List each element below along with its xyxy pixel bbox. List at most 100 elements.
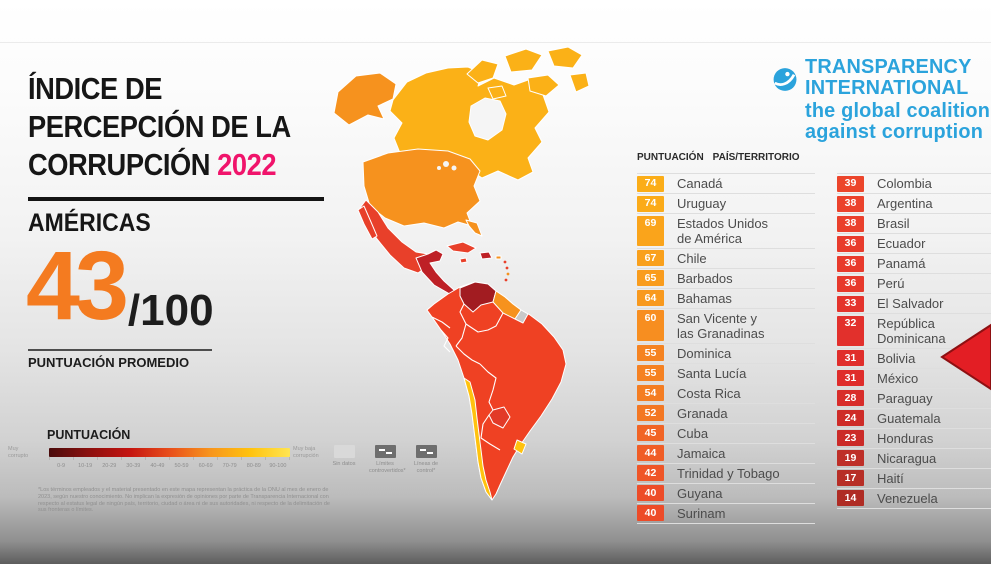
score-chip: 14 [837, 490, 864, 507]
score-chip: 36 [837, 255, 864, 272]
score-caption: PUNTUACIÓN PROMEDIO [28, 355, 190, 370]
country-name: Panamá [877, 256, 926, 271]
score-chip: 31 [837, 350, 864, 367]
map-alaska [333, 72, 397, 126]
legend-title: PUNTUACIÓN [47, 428, 131, 442]
title-divider [28, 197, 324, 201]
score-chip: 64 [637, 290, 664, 307]
score-chip: 36 [837, 235, 864, 252]
swatch-label: Sin datos [332, 461, 356, 467]
country-row: 19 Nicaragua [837, 449, 991, 469]
score-chip: 24 [837, 410, 864, 427]
score-gradient-bar [49, 448, 290, 457]
country-row: 52 Granada [637, 404, 815, 424]
score-chip: 55 [637, 365, 664, 382]
legend-swatches: Sin datos Límites controvertidos* Líneas… [328, 445, 442, 474]
tick-label: 40-49 [150, 463, 165, 469]
legend-swatch: Líneas de control* [410, 445, 442, 474]
map-baja-california [357, 205, 378, 240]
logo-line-1: TRANSPARENCY [805, 55, 972, 78]
country-name: Ecuador [877, 236, 926, 251]
country-name: El Salvador [877, 296, 944, 311]
score-chip: 44 [637, 445, 664, 462]
score-chip: 39 [837, 175, 864, 192]
map-jamaica [459, 257, 468, 264]
title-line-2: PERCEPCIÓN DE LA [28, 109, 291, 144]
country-row: 23 Honduras [837, 429, 991, 449]
map-arctic-islands [466, 46, 590, 100]
country-name: Uruguay [677, 196, 727, 211]
country-name: Canadá [677, 176, 723, 191]
tick-label: 50-59 [174, 463, 189, 469]
tick-label: 90-100 [269, 463, 287, 469]
country-row: 55 Dominica [637, 344, 815, 364]
score-chip: 74 [637, 195, 664, 212]
score-chip: 31 [837, 370, 864, 387]
country-name: Guyana [677, 485, 723, 501]
country-name: Nicaragua [877, 450, 937, 466]
country-name: República Dominicana [877, 316, 946, 347]
country-row: 17 Haití [837, 469, 991, 489]
score-chip: 54 [637, 385, 664, 402]
country-name: Surinam [677, 505, 726, 521]
legend-left-label: Muy corrupto [8, 446, 29, 459]
country-row: 42 Trinidad y Tobago [637, 464, 815, 484]
country-name: Costa Rica [677, 385, 741, 401]
country-row: 65 Barbados [637, 269, 815, 289]
country-row: 60 San Vicente y las Granadinas [637, 309, 815, 344]
country-row: 44 Jamaica [637, 444, 815, 464]
map-great-lakes [437, 161, 457, 171]
legend-right-label: Muy baja corrupción [293, 446, 319, 459]
title-line-1: ÍNDICE DE [28, 71, 162, 106]
country-name: Granada [677, 405, 728, 421]
score-underline [28, 349, 212, 351]
legend-swatch: Límites controvertidos* [369, 445, 406, 474]
score-chip: 74 [637, 175, 664, 192]
country-row: 24 Guatemala [837, 409, 991, 429]
score-chip: 67 [637, 250, 664, 267]
map-hispaniola [479, 251, 493, 260]
americas-choropleth-map [333, 46, 590, 501]
swatch-label: Límites controvertidos* [369, 461, 406, 474]
ranking-column-1: 74 Canadá 74 Uruguay 69 Estados Unidos d… [637, 173, 815, 524]
country-name: Estados Unidos de América [677, 216, 769, 247]
score-chip: 17 [837, 470, 864, 487]
page-title: ÍNDICE DE PERCEPCIÓN DE LA CORRUPCIÓN 20… [28, 70, 291, 184]
top-divider-line [0, 42, 991, 43]
swatch-box [415, 445, 437, 458]
gradient-tick-labels: 0-9 10-19 20-29 30-39 40-49 50-59 60-69 70-79 80… [49, 463, 290, 469]
country-row: 38 Argentina [837, 194, 991, 214]
map-puerto-rico [495, 255, 502, 260]
map-uruguay [513, 439, 527, 455]
map-florida [465, 219, 483, 237]
country-row: 69 Estados Unidos de América [637, 214, 815, 249]
map-lesser-antilles [503, 260, 510, 282]
score-chip: 42 [637, 465, 664, 482]
country-row: 14 Venezuela [837, 489, 991, 509]
country-name: México [877, 370, 919, 386]
country-name: Barbados [677, 270, 733, 286]
country-name: Brasil [877, 216, 910, 231]
score-chip: 40 [637, 505, 664, 522]
country-name: Paraguay [877, 390, 933, 406]
score-chip: 33 [837, 295, 864, 312]
country-row: 40 Surinam [637, 504, 815, 524]
map-chile [463, 377, 493, 501]
country-name: Jamaica [677, 445, 726, 461]
tick-label: 20-29 [102, 463, 117, 469]
score-chip: 19 [837, 450, 864, 467]
country-name: Dominica [677, 345, 732, 361]
swatch-box [333, 445, 355, 458]
country-name: Honduras [877, 430, 934, 446]
country-name: Cuba [677, 425, 709, 441]
country-row: 36 Panamá [837, 254, 991, 274]
country-row: 67 Chile [637, 249, 815, 269]
country-name: Trinidad y Tobago [677, 465, 780, 481]
average-score: 43 /100 [26, 237, 214, 334]
country-row: 74 Uruguay [637, 194, 815, 214]
tick-label: 60-69 [198, 463, 213, 469]
country-row: 33 El Salvador [837, 294, 991, 314]
score-chip: 45 [637, 425, 664, 442]
score-chip: 38 [837, 215, 864, 232]
